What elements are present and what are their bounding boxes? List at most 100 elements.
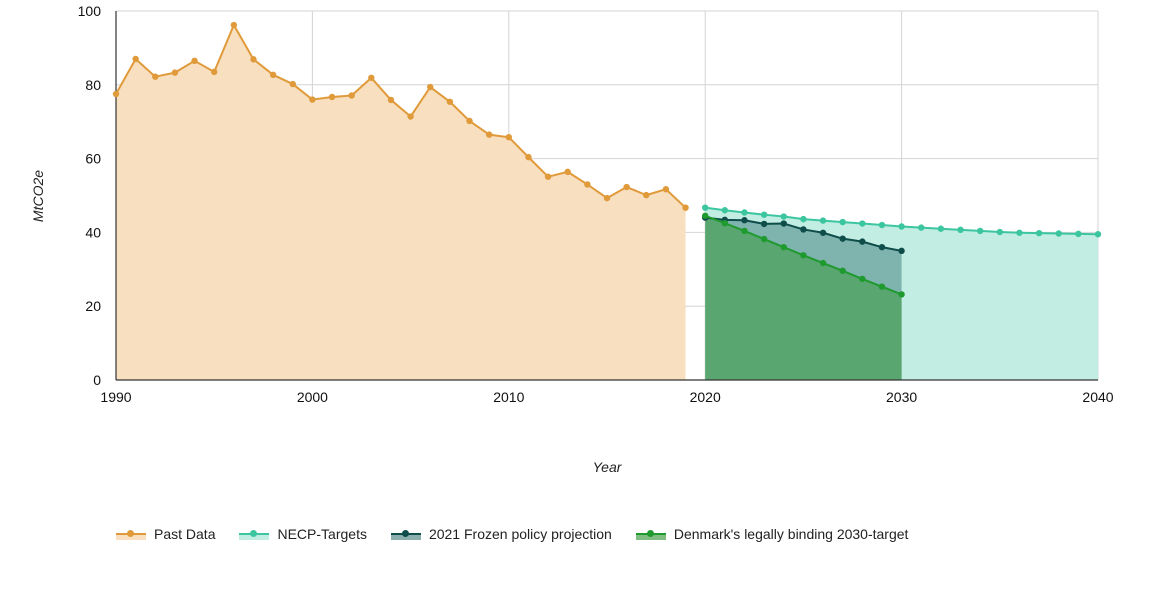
x-tick-label: 2000 — [297, 389, 328, 405]
y-tick-label: 40 — [85, 224, 101, 240]
data-point[interactable] — [544, 173, 552, 180]
data-point[interactable] — [525, 153, 532, 161]
data-point[interactable] — [662, 186, 670, 193]
data-point[interactable] — [878, 283, 886, 290]
data-point[interactable] — [466, 117, 473, 125]
legend-item[interactable]: NECP-Targets — [239, 526, 367, 542]
legend-item[interactable]: Denmark's legally binding 2030-target — [635, 526, 909, 542]
data-point[interactable] — [859, 220, 866, 227]
data-point[interactable] — [250, 56, 257, 63]
data-point[interactable] — [878, 221, 886, 229]
series-area-3 — [705, 215, 902, 380]
data-point[interactable] — [780, 220, 787, 227]
data-point[interactable] — [819, 229, 827, 236]
data-point[interactable] — [780, 213, 787, 220]
data-point[interactable] — [1055, 230, 1062, 237]
data-point[interactable] — [878, 243, 886, 251]
data-point[interactable] — [584, 181, 591, 188]
data-point[interactable] — [564, 168, 571, 176]
legend-swatch — [635, 528, 666, 540]
data-point[interactable] — [918, 224, 925, 231]
data-point[interactable] — [859, 275, 866, 283]
data-point[interactable] — [741, 217, 748, 224]
data-point[interactable] — [407, 113, 414, 120]
y-tick-label: 60 — [85, 151, 101, 167]
data-point[interactable] — [976, 227, 984, 235]
data-point[interactable] — [937, 225, 945, 232]
data-point[interactable] — [839, 218, 846, 226]
data-point[interactable] — [269, 71, 277, 79]
data-point[interactable] — [191, 57, 198, 65]
x-tick-label: 2030 — [886, 389, 917, 405]
data-point[interactable] — [152, 73, 159, 80]
series-area-0 — [116, 25, 686, 380]
data-point[interactable] — [800, 215, 807, 223]
data-point[interactable] — [760, 211, 768, 218]
series-line-0 — [115, 24, 687, 209]
legend-label: Denmark's legally binding 2030-target — [673, 526, 909, 542]
data-point[interactable] — [800, 252, 807, 259]
data-point[interactable] — [1016, 229, 1023, 236]
data-point[interactable] — [780, 243, 787, 251]
y-tick-label: 80 — [85, 77, 101, 93]
data-point[interactable] — [623, 183, 630, 191]
data-point[interactable] — [485, 131, 493, 138]
legend-label: NECP-Targets — [277, 526, 367, 542]
data-point[interactable] — [741, 227, 748, 235]
x-tick-label: 2010 — [493, 389, 524, 405]
data-point[interactable] — [702, 212, 709, 219]
data-point[interactable] — [898, 247, 905, 255]
data-point[interactable] — [839, 235, 846, 242]
data-point[interactable] — [702, 204, 709, 211]
data-point[interactable] — [859, 238, 866, 245]
axes — [115, 11, 1098, 381]
data-point[interactable] — [996, 228, 1003, 236]
data-point[interactable] — [721, 219, 729, 227]
data-point[interactable] — [427, 83, 434, 91]
data-point[interactable] — [309, 96, 316, 103]
data-point[interactable] — [839, 267, 846, 274]
x-tick-label: 2020 — [690, 389, 721, 405]
data-point[interactable] — [289, 80, 296, 88]
data-point[interactable] — [328, 93, 336, 101]
data-point[interactable] — [368, 74, 375, 81]
data-point[interactable] — [387, 96, 395, 104]
data-point[interactable] — [171, 69, 179, 76]
data-point[interactable] — [348, 92, 355, 99]
data-point[interactable] — [957, 226, 964, 234]
legend-swatch — [116, 528, 146, 540]
legend-item[interactable]: 2021 Frozen policy projection — [390, 526, 612, 542]
data-point[interactable] — [760, 220, 768, 228]
data-point[interactable] — [1094, 231, 1102, 238]
data-point[interactable] — [211, 68, 218, 76]
data-point[interactable] — [112, 90, 120, 98]
data-point[interactable] — [898, 223, 905, 230]
data-point[interactable] — [505, 133, 512, 141]
data-point[interactable] — [1035, 229, 1043, 237]
data-point[interactable] — [230, 21, 238, 29]
data-point[interactable] — [1075, 230, 1082, 238]
data-point[interactable] — [603, 194, 611, 202]
legend-swatch — [239, 528, 270, 540]
data-point[interactable] — [800, 226, 807, 233]
data-point[interactable] — [132, 55, 139, 63]
legend-item[interactable]: Past Data — [116, 526, 215, 542]
y-axis-title: MtCO2e — [30, 170, 46, 222]
y-tick-label: 100 — [78, 3, 102, 19]
y-tick-label: 20 — [85, 298, 101, 314]
data-point[interactable] — [682, 204, 689, 211]
x-axis-title: Year — [593, 459, 623, 475]
data-point[interactable] — [898, 291, 905, 298]
x-tick-label: 1990 — [100, 389, 131, 405]
data-point[interactable] — [819, 217, 827, 224]
data-point[interactable] — [741, 209, 748, 216]
data-point[interactable] — [760, 235, 768, 243]
y-tick-label: 0 — [93, 372, 101, 388]
data-point[interactable] — [643, 191, 650, 199]
data-point[interactable] — [446, 98, 454, 105]
data-point[interactable] — [819, 259, 827, 267]
legend-label: Past Data — [154, 526, 216, 542]
data-point[interactable] — [721, 207, 729, 214]
